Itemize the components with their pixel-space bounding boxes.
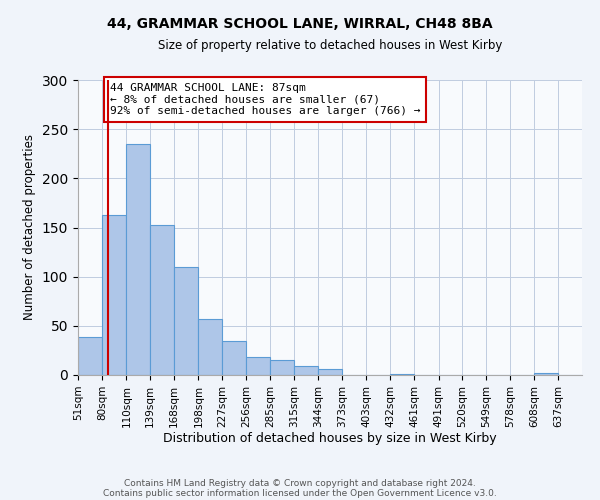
Y-axis label: Number of detached properties: Number of detached properties xyxy=(23,134,37,320)
Bar xyxy=(102,214,127,375)
Bar xyxy=(174,267,199,375)
Bar xyxy=(199,319,222,375)
Text: 44, GRAMMAR SCHOOL LANE, WIRRAL, CH48 8BA: 44, GRAMMAR SCHOOL LANE, WIRRAL, CH48 8B… xyxy=(107,18,493,32)
Bar xyxy=(222,340,246,375)
Bar xyxy=(150,224,174,375)
Text: Contains HM Land Registry data © Crown copyright and database right 2024.: Contains HM Land Registry data © Crown c… xyxy=(124,478,476,488)
Title: Size of property relative to detached houses in West Kirby: Size of property relative to detached ho… xyxy=(158,40,502,52)
Bar xyxy=(318,369,342,375)
Bar xyxy=(270,360,295,375)
Bar xyxy=(78,336,102,375)
Bar xyxy=(390,374,414,375)
Bar xyxy=(295,366,318,375)
X-axis label: Distribution of detached houses by size in West Kirby: Distribution of detached houses by size … xyxy=(163,432,497,446)
Text: 44 GRAMMAR SCHOOL LANE: 87sqm
← 8% of detached houses are smaller (67)
92% of se: 44 GRAMMAR SCHOOL LANE: 87sqm ← 8% of de… xyxy=(110,83,421,116)
Bar xyxy=(127,144,150,375)
Text: Contains public sector information licensed under the Open Government Licence v3: Contains public sector information licen… xyxy=(103,488,497,498)
Bar xyxy=(535,373,558,375)
Bar xyxy=(246,358,270,375)
